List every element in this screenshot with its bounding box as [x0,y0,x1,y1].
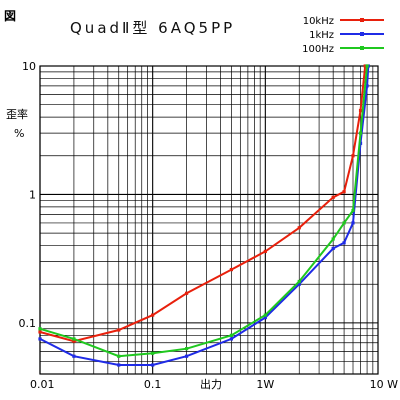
data-point [358,141,363,145]
data-point [151,351,155,355]
data-point [263,249,267,254]
legend-marker [360,46,364,50]
data-point [351,221,355,225]
data-point [38,327,42,331]
series-1khz [38,64,370,367]
data-point [229,333,234,337]
data-point [331,195,335,199]
data-point [184,347,189,351]
y-tick-label: 10 [22,60,36,73]
legend-marker [360,32,364,36]
data-point [351,154,355,158]
x-tick-label: 1W [256,378,274,391]
series-10khz [38,64,367,343]
data-point [342,241,346,245]
data-point [229,337,234,341]
data-point [297,226,301,230]
data-point [365,64,369,68]
y-tick-label: 0.1 [19,317,37,330]
legend-label: 10kHz [303,16,334,27]
data-point [351,208,355,213]
data-point [151,363,155,367]
data-point [117,363,121,367]
data-point [363,64,367,68]
legend-label: 100Hz [302,44,334,55]
data-point [72,339,76,343]
x-tick-label: 0.1 [144,378,162,391]
data-point [342,221,346,225]
data-point [229,267,234,272]
data-point [184,291,189,295]
legend: 10kHz 1kHz 100Hz [302,16,384,55]
series-line [39,65,367,343]
data-point [72,337,76,341]
data-point [342,190,346,194]
data-point [117,354,121,358]
x-tick-labels: 0.01 0.1 1W 10 W [30,378,398,391]
data-point [331,237,335,241]
data-point [297,279,301,284]
series-100hz [38,64,369,358]
data-point [358,108,363,113]
data-point [72,354,76,358]
x-tick-label: 0.01 [30,378,55,391]
data-point [117,328,121,332]
y-axis-label: 歪率 [6,107,28,121]
series-line [39,65,370,366]
series-layer [38,64,370,367]
y-tick-label: 1 [29,188,36,201]
data-point [263,313,267,317]
x-axis-label: 出力 [200,377,222,391]
data-point [263,315,267,320]
y-tick-labels: 10 1 0.1 [19,60,37,330]
data-point [358,131,363,135]
legend-marker [360,18,364,22]
data-point [365,84,369,88]
data-point [297,282,301,286]
data-point [184,354,189,358]
plot-frame [39,65,379,375]
data-point [151,313,155,317]
grid [39,65,378,375]
chart-title: QuadⅡ型 6AQ5PP [70,19,235,37]
data-point [331,246,335,251]
figure-label: 図 [4,9,16,23]
x-tick-label: 10 W [370,378,398,391]
y-axis-unit: % [14,127,24,140]
data-point [38,337,42,341]
data-point [38,330,42,334]
legend-label: 1kHz [309,30,334,41]
